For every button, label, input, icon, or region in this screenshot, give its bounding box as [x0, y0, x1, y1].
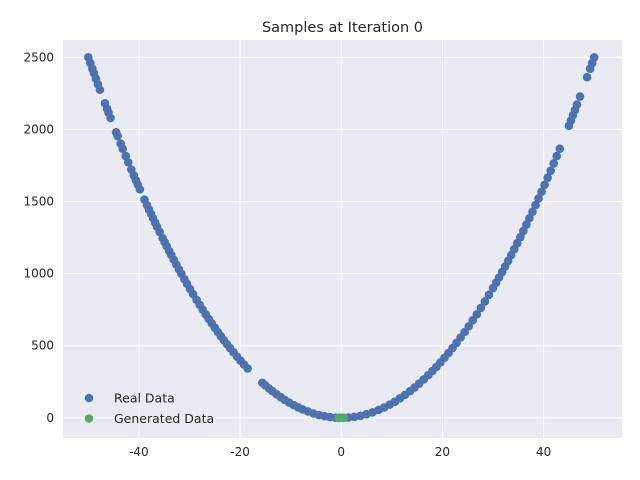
y-tick-label: 2500	[23, 50, 54, 64]
legend: Real Data Generated Data	[84, 391, 214, 426]
chart-title: Samples at Iteration 0	[262, 20, 423, 36]
data-point	[534, 194, 543, 203]
y-tick-label: 0	[46, 411, 54, 425]
data-point	[95, 85, 105, 95]
y-tick-label: 500	[31, 339, 54, 353]
y-tick-label: 2000	[23, 122, 54, 136]
data-point	[528, 207, 537, 217]
data-point	[552, 151, 562, 161]
legend-label: Generated Data	[114, 411, 214, 426]
data-point	[118, 144, 127, 154]
x-tick-label: 0	[337, 445, 345, 459]
data-point	[525, 213, 534, 223]
data-point	[123, 157, 133, 167]
data-point	[572, 100, 582, 109]
legend-marker	[84, 393, 94, 403]
y-tick-label: 1500	[23, 195, 54, 209]
data-point	[575, 92, 585, 101]
data-point	[540, 180, 549, 190]
data-point	[531, 200, 540, 210]
data-point	[339, 413, 349, 423]
data-point	[135, 185, 145, 194]
y-tick-label: 1000	[23, 267, 54, 281]
data-point	[546, 166, 555, 175]
data-point	[555, 144, 565, 154]
data-point	[543, 173, 552, 183]
data-point	[589, 53, 599, 62]
legend-label: Real Data	[114, 391, 175, 406]
data-point	[243, 364, 252, 373]
data-point	[468, 316, 478, 325]
data-point	[549, 159, 559, 168]
series-generated-data	[334, 413, 349, 423]
data-point	[106, 113, 115, 123]
x-tick-label: 40	[536, 445, 551, 459]
tick-labels: -40 -20 0 20 40 0 500 1000 1500 2000 2500	[23, 50, 551, 459]
x-tick-label: 20	[435, 445, 450, 459]
x-tick-label: -20	[230, 445, 250, 459]
data-point	[537, 187, 546, 197]
data-point	[582, 72, 592, 82]
data-point	[113, 131, 122, 141]
data-point	[484, 290, 494, 300]
data-points	[83, 53, 599, 423]
data-point	[476, 303, 486, 313]
data-point	[472, 309, 482, 319]
plot-area	[63, 40, 622, 438]
legend-marker	[84, 414, 94, 423]
x-tick-label: -40	[129, 445, 149, 459]
data-point	[480, 297, 490, 306]
